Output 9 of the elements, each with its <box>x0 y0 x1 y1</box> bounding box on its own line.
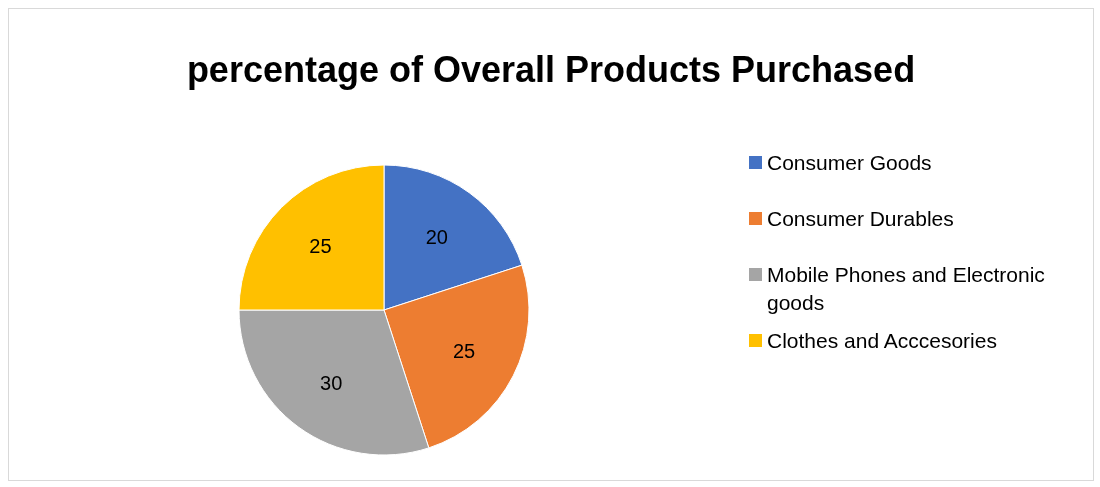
chart-title: percentage of Overall Products Purchased <box>185 49 917 91</box>
legend-label: Consumer Durables <box>767 206 954 232</box>
legend-label: Consumer Goods <box>767 150 932 176</box>
legend-label: Mobile Phones and Electronic goods <box>767 262 1046 316</box>
data-label: 30 <box>320 371 343 394</box>
legend-label: Clothes and Acccesories <box>767 328 997 354</box>
data-label: 25 <box>309 235 332 258</box>
data-label: 25 <box>452 339 476 362</box>
data-label: 20 <box>425 226 448 249</box>
